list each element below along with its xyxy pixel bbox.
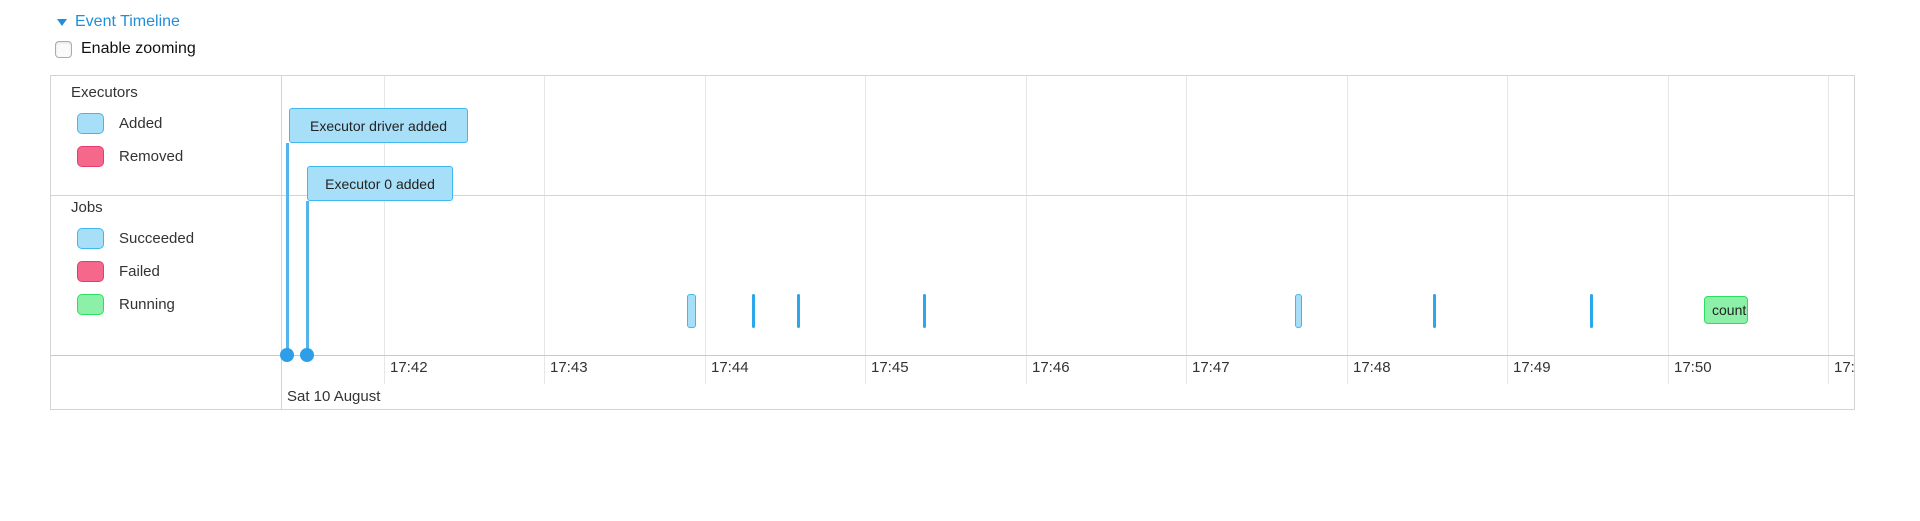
grid-line — [1668, 76, 1669, 384]
executor-event-dot — [280, 348, 294, 362]
succeeded-swatch-icon — [77, 228, 104, 249]
legend-item-label: Failed — [119, 263, 160, 280]
legend-group-title: Jobs — [71, 199, 103, 216]
axis-minor-label: 17:49 — [1513, 359, 1551, 376]
axis-minor-label: 17:46 — [1032, 359, 1070, 376]
executor-event-item[interactable]: Executor driver added — [289, 108, 468, 143]
event-timeline-title[interactable]: Event Timeline — [75, 13, 180, 30]
axis-minor-label: 17:47 — [1192, 359, 1230, 376]
executor-event-line — [306, 201, 309, 355]
grid-line — [1347, 76, 1348, 384]
grid-line — [1507, 76, 1508, 384]
event-timeline-panel: Executors Added Removed Jobs Succeeded Failed… — [50, 75, 1855, 410]
group-divider — [51, 195, 1854, 196]
legend-item: Succeeded — [77, 228, 194, 249]
job-event-marker[interactable] — [923, 294, 926, 328]
enable-zooming-checkbox[interactable] — [55, 40, 72, 58]
legend-item-label: Added — [119, 115, 163, 132]
job-event-marker[interactable] — [1590, 294, 1593, 328]
job-event-item[interactable] — [1295, 294, 1302, 328]
collapse-caret-icon — [57, 18, 67, 26]
legend-item: Failed — [77, 261, 194, 282]
axis-minor-label: 17:43 — [550, 359, 588, 376]
job-event-marker[interactable] — [1433, 294, 1436, 328]
axis-minor-label: 17:44 — [711, 359, 749, 376]
legend-divider — [281, 76, 282, 409]
axis-minor-label: 17:45 — [871, 359, 909, 376]
grid-line — [384, 76, 385, 384]
legend-item: Added — [77, 113, 183, 134]
job-event-marker[interactable] — [797, 294, 800, 328]
axis-minor-label: 17:50 — [1674, 359, 1712, 376]
running-job-item[interactable]: count — [1704, 296, 1748, 324]
axis-minor-label: 17:51 — [1834, 359, 1855, 376]
axis-line — [51, 355, 1854, 356]
legend-item-label: Removed — [119, 148, 184, 165]
grid-line — [1828, 76, 1829, 384]
legend-group-executors: Executors Added Removed — [71, 84, 183, 167]
grid-line — [544, 76, 545, 384]
executor-event-line — [286, 143, 289, 355]
legend-item: Running — [77, 294, 194, 315]
grid-line — [865, 76, 866, 384]
failed-swatch-icon — [77, 261, 104, 282]
legend-item: Removed — [77, 146, 183, 167]
axis-minor-label: 17:42 — [390, 359, 428, 376]
enable-zooming-control[interactable]: Enable zooming — [55, 40, 196, 58]
legend-group-jobs: Jobs Succeeded Failed Running — [71, 199, 194, 315]
grid-line — [705, 76, 706, 384]
axis-minor-label: 17:48 — [1353, 359, 1391, 376]
added-swatch-icon — [77, 113, 104, 134]
legend-item-label: Running — [119, 296, 175, 313]
legend-group-title: Executors — [71, 84, 138, 101]
event-timeline-header[interactable]: Event Timeline — [57, 13, 180, 31]
enable-zooming-label: Enable zooming — [81, 40, 196, 57]
executor-event-item[interactable]: Executor 0 added — [307, 166, 453, 201]
executor-event-dot — [300, 348, 314, 362]
running-swatch-icon — [77, 294, 104, 315]
legend-item-label: Succeeded — [119, 230, 195, 247]
removed-swatch-icon — [77, 146, 104, 167]
grid-line — [1186, 76, 1187, 384]
job-event-item[interactable] — [687, 294, 696, 328]
axis-date-label: Sat 10 August — [287, 388, 381, 405]
grid-line — [1026, 76, 1027, 384]
job-event-marker[interactable] — [752, 294, 755, 328]
